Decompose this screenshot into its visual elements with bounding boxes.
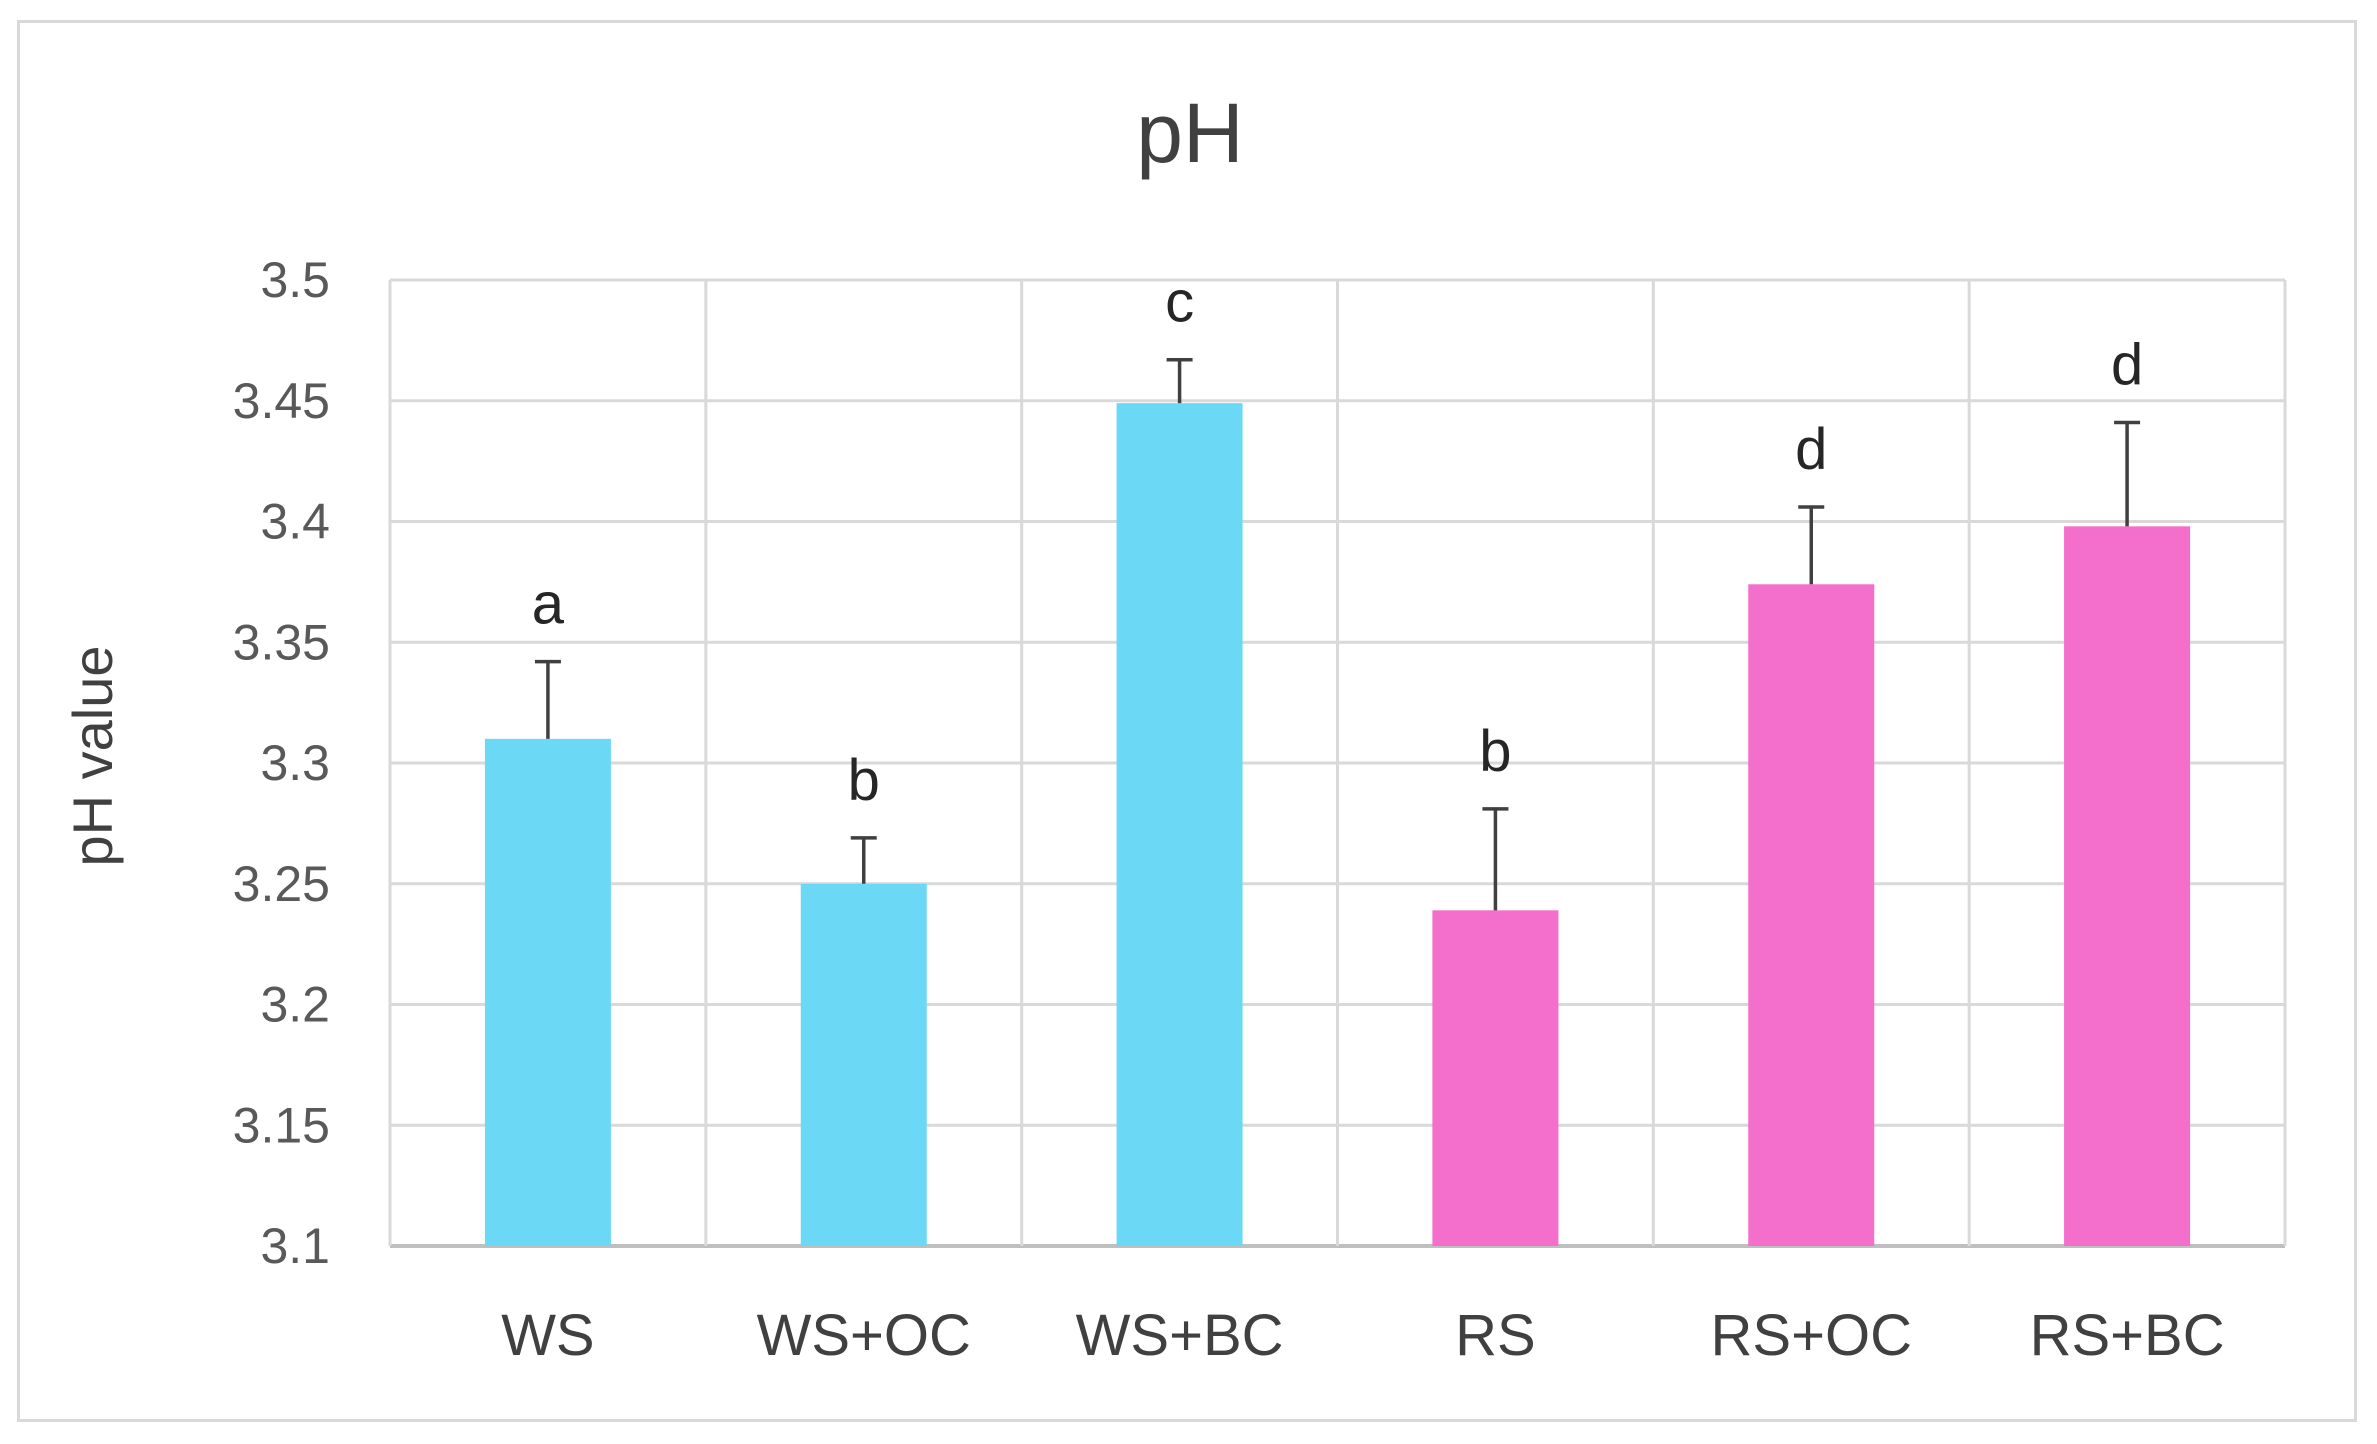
bar-ws-oc: [800, 883, 927, 1246]
error-bars: [534, 357, 2141, 911]
significance-label: d: [1795, 417, 1827, 482]
y-tick-label: 3.1: [260, 1218, 330, 1274]
bars: [484, 403, 2191, 1246]
bar-rs-bc: [2064, 526, 2191, 1246]
y-tick-label: 3.15: [233, 1097, 330, 1153]
x-tick-label: RS+OC: [1711, 1303, 1912, 1368]
significance-label: c: [1165, 270, 1194, 335]
y-tick-label: 3.4: [260, 494, 330, 550]
y-tick-label: 3.5: [260, 252, 330, 308]
significance-label: a: [532, 572, 565, 637]
y-tick-label: 3.2: [260, 977, 330, 1033]
gridlines: [388, 278, 2287, 1248]
significance-label: b: [848, 748, 880, 813]
x-tick-label: WS+OC: [757, 1303, 971, 1368]
bar-rs-oc: [1748, 584, 1875, 1246]
y-tick-label: 3.45: [233, 373, 330, 429]
y-axis-title: pH value: [61, 645, 124, 866]
labels: 3.1 3.15 3.2 3.25 3.3 3.35 3.4 3.45 3.5 a WS b WS+OC…: [233, 252, 2225, 1368]
significance-label: d: [2111, 332, 2143, 397]
y-tick-label: 3.35: [233, 614, 330, 670]
y-tick-label: 3.3: [260, 735, 330, 791]
bar-ws-bc: [1116, 403, 1243, 1246]
x-tick-label: RS+BC: [2030, 1303, 2225, 1368]
y-tick-label: 3.25: [233, 856, 330, 912]
x-tick-label: WS+BC: [1076, 1303, 1284, 1368]
significance-label: b: [1479, 719, 1511, 784]
x-tick-label: RS: [1455, 1303, 1536, 1368]
bar-ws: [484, 738, 611, 1246]
chart-title: pH: [1136, 86, 1243, 180]
x-tick-label: WS: [501, 1303, 594, 1368]
bar-rs: [1432, 910, 1559, 1246]
